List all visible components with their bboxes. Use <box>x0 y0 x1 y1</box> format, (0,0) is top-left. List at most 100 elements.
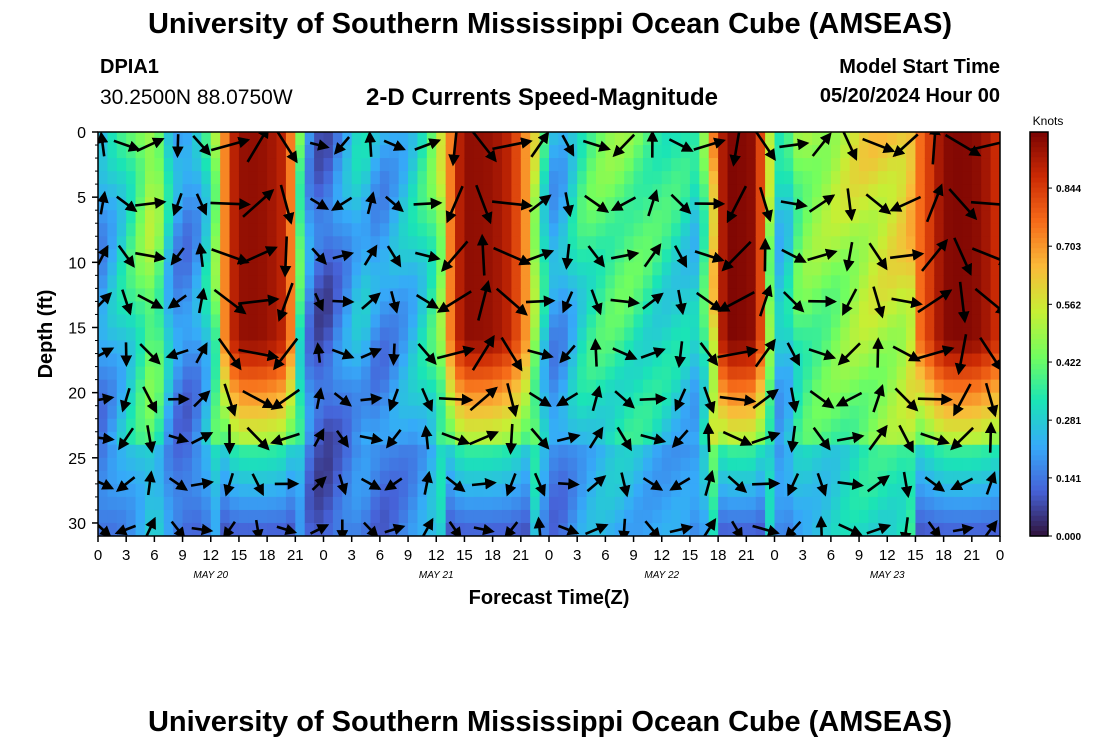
heatmap-cell <box>126 275 137 289</box>
heatmap-cell <box>549 483 559 498</box>
heatmap-cell <box>793 275 804 289</box>
heatmap-cell <box>323 184 334 198</box>
heatmap-cell <box>267 223 278 237</box>
heatmap-cell <box>567 327 578 342</box>
heatmap-cell <box>718 457 729 472</box>
heatmap-cell <box>539 353 550 368</box>
heatmap-cell <box>821 405 832 420</box>
heatmap-cell <box>267 496 278 511</box>
heatmap-cell <box>671 184 682 198</box>
heatmap-cell <box>304 145 315 159</box>
heatmap-cell <box>614 431 625 446</box>
heatmap-cell <box>238 353 249 368</box>
heatmap-cell <box>783 210 794 224</box>
heatmap-cell <box>906 288 917 303</box>
current-vector-arrow <box>238 348 280 362</box>
heatmap-cell <box>445 379 456 394</box>
heatmap-cell <box>173 184 184 198</box>
heatmap-cell <box>426 418 437 433</box>
heatmap-cell <box>962 457 973 472</box>
heatmap-cell <box>295 366 306 381</box>
colorbar-segment <box>1030 212 1048 219</box>
heatmap-cell <box>962 496 973 511</box>
heatmap-cell <box>361 483 372 498</box>
heatmap-cell <box>483 392 494 407</box>
heatmap-cell <box>426 158 437 172</box>
heatmap-cell <box>549 340 559 355</box>
heatmap-cell <box>492 158 503 172</box>
heatmap-cell <box>830 184 841 198</box>
current-vector-arrow <box>98 432 115 445</box>
heatmap-cell <box>408 288 419 303</box>
heatmap-cell <box>304 288 315 303</box>
heatmap-cell <box>511 223 522 237</box>
x-tick-label: 15 <box>682 547 699 564</box>
heatmap-cell <box>154 379 165 394</box>
heatmap-cell <box>539 262 550 276</box>
heatmap-cell <box>971 431 982 446</box>
heatmap-cell <box>896 210 907 224</box>
heatmap-cell <box>379 431 390 446</box>
heatmap-cell <box>755 327 766 342</box>
heatmap-cell <box>182 496 193 511</box>
heatmap-cell <box>887 457 898 472</box>
heatmap-cell <box>191 327 202 342</box>
heatmap-cell <box>558 171 569 185</box>
heatmap-cell <box>981 132 992 146</box>
heatmap-cell <box>906 418 917 433</box>
heatmap-cell <box>464 483 475 498</box>
heatmap-cell <box>868 392 879 407</box>
heatmap-cell <box>116 288 127 303</box>
heatmap-cell <box>783 184 794 198</box>
current-vector-arrow <box>703 386 716 414</box>
heatmap-cell <box>426 379 437 394</box>
heatmap-cell <box>182 262 193 276</box>
current-vector-arrow <box>974 287 1000 316</box>
heatmap-cell <box>163 171 174 185</box>
heatmap-cell <box>426 314 437 329</box>
heatmap-cell <box>605 366 616 381</box>
x-tick-label: 21 <box>512 547 529 564</box>
heatmap-cell <box>126 470 137 485</box>
heatmap-cell <box>840 158 851 172</box>
heatmap-cell <box>539 236 550 250</box>
heatmap-cell <box>802 249 813 263</box>
heatmap-cell <box>689 340 700 355</box>
heatmap-cell <box>727 496 738 511</box>
heatmap-cell <box>173 288 184 303</box>
heatmap-cell <box>502 470 513 485</box>
heatmap-cell <box>210 184 221 198</box>
heatmap-cell <box>445 353 456 368</box>
current-vector-arrow <box>695 291 723 312</box>
heatmap-cell <box>314 483 325 498</box>
heatmap-cell <box>774 327 785 342</box>
heatmap-cell <box>595 236 606 250</box>
heatmap-cell <box>943 275 954 289</box>
heatmap-cell <box>624 288 635 303</box>
heatmap-cell <box>783 314 794 329</box>
heatmap-cell <box>765 158 776 172</box>
heatmap-cell <box>915 496 926 511</box>
heatmap-cell <box>304 431 315 446</box>
current-vector-arrow <box>866 523 892 535</box>
heatmap-cell <box>154 288 165 303</box>
heatmap-cell <box>201 132 212 146</box>
heatmap-cell <box>642 236 653 250</box>
heatmap-cell <box>642 197 653 211</box>
heatmap-cell <box>191 496 202 511</box>
heatmap-cell <box>107 379 118 394</box>
colorbar-unit: Knots <box>1033 114 1064 128</box>
heatmap-cell <box>379 288 390 303</box>
heatmap-cell <box>267 431 278 446</box>
heatmap-cell <box>417 314 428 329</box>
heatmap-cell <box>624 457 635 472</box>
current-vector-arrow <box>647 189 660 217</box>
heatmap-cell <box>586 288 597 303</box>
heatmap-cell <box>210 301 221 316</box>
heatmap-cell <box>107 418 118 433</box>
heatmap-cell <box>802 197 813 211</box>
heatmap-cell <box>267 145 278 159</box>
heatmap-cell <box>323 405 334 420</box>
heatmap-cell <box>868 145 879 159</box>
heatmap-cell <box>229 418 240 433</box>
